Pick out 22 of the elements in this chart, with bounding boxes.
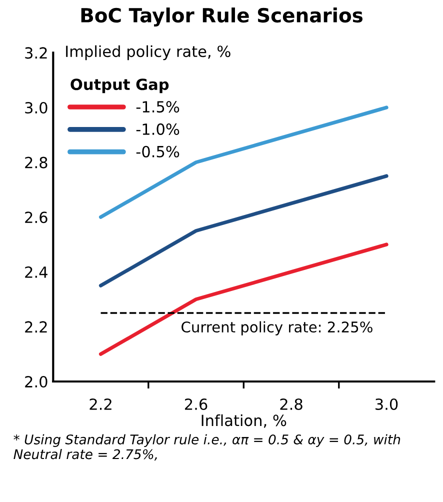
- y-tick-label: 2.8: [25, 156, 48, 168]
- y-tick-label: 2.4: [25, 266, 48, 278]
- ref-line-label: Current policy rate: 2.25%: [182, 321, 372, 336]
- x-tick-label: 2.6: [185, 398, 208, 410]
- y-tick-label: 2.2: [25, 321, 47, 333]
- y-tick-label: 2.0: [25, 376, 48, 388]
- x-tick-label: 2.2: [90, 398, 112, 410]
- line-series: [98, 242, 388, 356]
- legend-title: Output Gap: [70, 78, 169, 94]
- y-tick-label: 2.6: [25, 212, 48, 224]
- x-axis-title: Inflation, %: [202, 414, 286, 428]
- y-tick-label: 3.0: [25, 102, 48, 114]
- y-tick-label: 3.2: [25, 47, 47, 59]
- x-tick-label: 2.8: [280, 398, 302, 410]
- text: * Using Standard Taylor rule i.e., απ = 0.5 & αy = 0.5, with Neutral rate = 2.75%,: [14, 434, 400, 461]
- line-series: [98, 174, 388, 288]
- legend-label: -1.5%: [136, 101, 180, 113]
- legend-label: -1.0%: [136, 123, 180, 135]
- y-axis-title: Implied policy rate, %: [66, 45, 230, 60]
- x-tick-label: 3.0: [376, 398, 398, 410]
- legend-label: -0.5%: [136, 146, 180, 158]
- chart-title: BoC Taylor Rule Scenarios: [81, 8, 363, 26]
